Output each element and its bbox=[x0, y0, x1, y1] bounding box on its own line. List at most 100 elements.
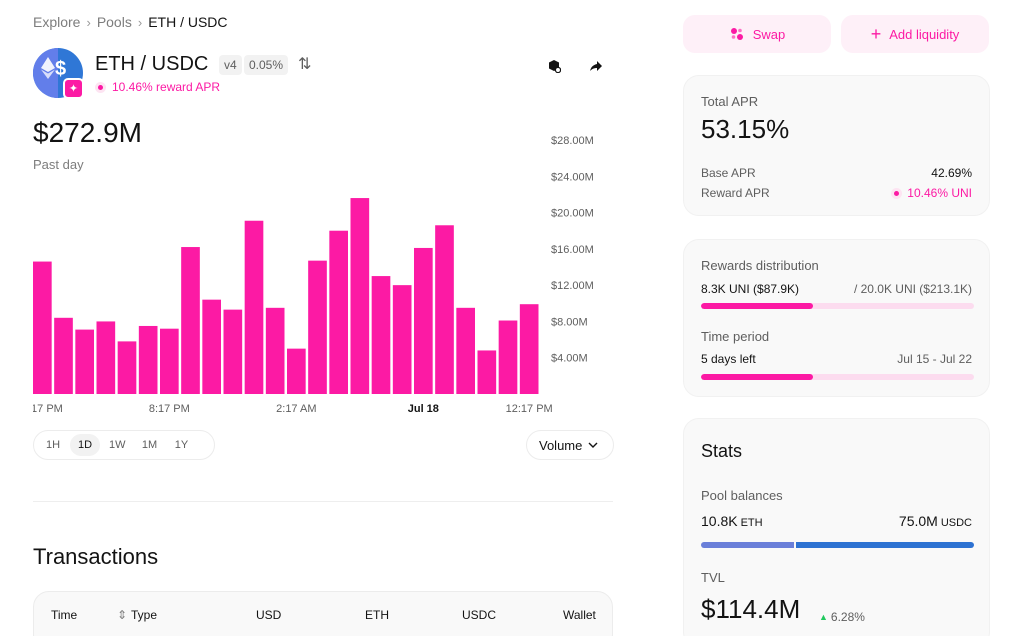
reward-apr-text: 10.46% reward APR bbox=[112, 80, 221, 94]
uni-token-icon bbox=[95, 81, 106, 93]
chart-bar[interactable] bbox=[75, 329, 94, 394]
x-tick-label: 12:17 PM bbox=[506, 403, 553, 415]
date-range: Jul 15 - Jul 22 bbox=[897, 352, 972, 366]
chart-bar[interactable] bbox=[160, 328, 179, 394]
chart-bar[interactable] bbox=[329, 230, 348, 394]
transactions-title: Transactions bbox=[33, 544, 159, 569]
chart-bar[interactable] bbox=[519, 304, 539, 394]
rewards-distributed: 8.3K UNI ($87.9K) bbox=[701, 282, 800, 296]
chart-bar[interactable] bbox=[498, 320, 518, 394]
column-type[interactable]: Type bbox=[131, 608, 158, 622]
chart-bar[interactable] bbox=[181, 247, 200, 394]
chart-bar[interactable] bbox=[117, 341, 137, 394]
eth-balance-value: 10.8K bbox=[701, 513, 738, 529]
breadcrumb: Explore › Pools › ETH / USDC bbox=[33, 14, 228, 30]
y-tick-label: $12.00M bbox=[551, 280, 594, 292]
fee-tier-tag: 0.05% bbox=[244, 55, 289, 75]
chart-bar[interactable] bbox=[392, 285, 412, 394]
y-tick-label: $16.00M bbox=[551, 244, 594, 256]
pair-header: $ ✦ ETH / USDC v4 0.05% ⇅ 10.46% reward … bbox=[33, 48, 613, 100]
x-tick-label: Jul 18 bbox=[408, 403, 439, 415]
eth-balance: 10.8K ETH bbox=[701, 513, 763, 529]
share-icon[interactable] bbox=[586, 56, 606, 76]
chart-bar[interactable] bbox=[96, 321, 116, 394]
rewards-card: Rewards distribution 8.3K UNI ($87.9K) /… bbox=[683, 239, 990, 397]
days-left: 5 days left bbox=[701, 352, 756, 366]
tvl-change-value: 6.28% bbox=[830, 610, 865, 624]
tab-1y[interactable]: 1Y bbox=[174, 439, 189, 451]
eth-share-bar bbox=[701, 542, 794, 548]
total-apr-value: 53.15% bbox=[701, 114, 790, 144]
y-tick-label: $8.00M bbox=[551, 316, 588, 328]
chart-period-label: Past day bbox=[33, 157, 84, 172]
rewards-progress-fill bbox=[701, 303, 813, 309]
usdc-symbol: USDC bbox=[940, 517, 972, 529]
chart-bar[interactable] bbox=[456, 307, 475, 394]
swap-button[interactable]: Swap bbox=[683, 15, 831, 53]
chevron-right-icon: › bbox=[86, 14, 91, 30]
plus-icon: + bbox=[870, 24, 882, 44]
chart-bar[interactable] bbox=[308, 260, 327, 394]
base-apr-value: 42.69% bbox=[931, 166, 972, 180]
time-period-label: Time period bbox=[701, 329, 770, 344]
chart-bar[interactable] bbox=[223, 309, 243, 394]
chart-bar[interactable] bbox=[244, 220, 264, 394]
usdc-token-icon: $ bbox=[55, 58, 67, 80]
swap-arrows-icon[interactable]: ⇅ bbox=[298, 56, 312, 73]
tab-1d[interactable]: 1D bbox=[70, 434, 100, 456]
reward-apr-value: 10.46% UNI bbox=[907, 186, 972, 200]
metric-select-value: Volume bbox=[539, 437, 583, 453]
rewards-progress-bar bbox=[701, 303, 974, 309]
chart-bar[interactable] bbox=[202, 299, 221, 394]
chart-bar[interactable] bbox=[371, 276, 391, 394]
chart-bar[interactable] bbox=[477, 350, 497, 394]
uni-token-icon bbox=[891, 187, 903, 199]
y-tick-label: $20.00M bbox=[551, 208, 594, 220]
volume-bar-chart[interactable]: $4.00M $8.00M $12.00M $16.00M $20.00M $24.00M… bbox=[33, 130, 613, 420]
reward-apr: 10.46% reward APR bbox=[95, 80, 220, 94]
stats-card: Stats Pool balances 10.8K ETH 75.0M USDC T… bbox=[683, 418, 990, 636]
tvl-change: ▲ 6.28% bbox=[819, 610, 865, 624]
add-liquidity-button[interactable]: + Add liquidity bbox=[841, 15, 989, 53]
chart-bar[interactable] bbox=[350, 198, 370, 394]
tvl-value: $114.4M bbox=[701, 594, 801, 624]
version-tag: v4 bbox=[219, 55, 242, 75]
chart-bar[interactable] bbox=[33, 261, 52, 394]
column-eth: ETH bbox=[365, 608, 389, 622]
rewards-total: / 20.0K UNI ($213.1K) bbox=[853, 282, 972, 296]
chart-bar[interactable] bbox=[287, 348, 306, 394]
reward-apr-value-wrap: 10.46% UNI bbox=[891, 186, 972, 200]
pair-name: ETH / USDC bbox=[95, 53, 209, 75]
tab-1w[interactable]: 1W bbox=[109, 439, 126, 451]
chart-bar[interactable] bbox=[265, 307, 285, 394]
sort-icon[interactable]: ⇕ bbox=[117, 608, 128, 622]
period-progress-fill bbox=[701, 374, 813, 380]
breadcrumb-explore[interactable]: Explore bbox=[33, 14, 81, 30]
tvl-label: TVL bbox=[701, 570, 725, 585]
rewards-distribution-title: Rewards distribution bbox=[701, 258, 819, 273]
swap-icon bbox=[730, 28, 743, 40]
metric-select[interactable]: Volume bbox=[526, 430, 614, 460]
column-time[interactable]: Time bbox=[51, 608, 78, 622]
chevron-right-icon: › bbox=[137, 14, 143, 30]
pool-balance-bar bbox=[701, 542, 974, 548]
tab-1m[interactable]: 1M bbox=[141, 439, 158, 451]
chart-bar[interactable] bbox=[54, 317, 73, 394]
explorer-cube-icon[interactable] bbox=[544, 56, 564, 76]
usdc-balance-value: 75.0M bbox=[898, 513, 938, 529]
tab-1h[interactable]: 1H bbox=[45, 439, 61, 451]
breadcrumb-pools[interactable]: Pools bbox=[96, 14, 132, 30]
transactions-table: Time ⇕ Type USD ETH USDC Wallet bbox=[33, 591, 613, 636]
pool-balances-label: Pool balances bbox=[701, 488, 783, 503]
x-tick-label: 2:17 AM bbox=[276, 403, 316, 415]
base-apr-label: Base APR bbox=[701, 166, 756, 180]
y-tick-label: $4.00M bbox=[551, 353, 588, 365]
usdc-balance: 75.0M USDC bbox=[899, 513, 972, 529]
chart-bar[interactable] bbox=[138, 325, 158, 394]
chart-bar[interactable] bbox=[435, 225, 454, 394]
swap-button-label: Swap bbox=[752, 26, 786, 42]
eth-diamond-icon bbox=[41, 57, 55, 79]
chart-bar[interactable] bbox=[414, 247, 433, 394]
y-tick-label: $28.00M bbox=[551, 135, 594, 147]
